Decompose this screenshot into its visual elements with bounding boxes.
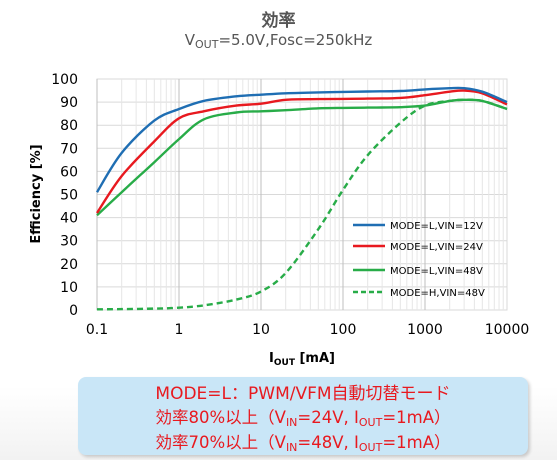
x-tick-label-0: 0.1 xyxy=(86,322,108,338)
mode-callout: MODE=L：PWM/VFM自動切替モード 効率80%以上（VIN=24V, I… xyxy=(78,377,528,455)
line3-c: =1mA） xyxy=(382,433,451,452)
x-axis-label: IOUT [mA] xyxy=(269,351,335,368)
x-tick-label-3: 100 xyxy=(330,322,357,338)
series-lines xyxy=(95,86,508,311)
y-axis-label: Efficiency [%] xyxy=(29,144,44,243)
line2-a: 効率80%以上（V xyxy=(155,408,286,427)
chart-title: 効率 xyxy=(261,11,296,31)
legend-label-1: MODE=L,VIN=24V xyxy=(390,242,483,253)
efficiency-chart: 0 10 20 30 40 50 60 70 80 90 100 0.1 1 10 100 1000 1000… xyxy=(29,72,529,368)
x-tick-label-1: 1 xyxy=(175,322,184,338)
line3-a-sub: IN xyxy=(285,441,298,454)
x-tick-label-2: 10 xyxy=(252,322,270,338)
line2-b: =24V, I xyxy=(297,408,359,427)
y-tick-label-4: 40 xyxy=(60,211,78,227)
line3-b-sub: OUT xyxy=(358,441,383,454)
x-tick-label-5: 10000 xyxy=(485,322,530,338)
x-axis-label-sub: OUT xyxy=(274,358,296,368)
line3-a: 効率70%以上（V xyxy=(155,433,286,452)
y-tick-label-10: 100 xyxy=(51,72,78,88)
y-tick-label-1: 10 xyxy=(60,280,78,296)
y-tick-label-3: 30 xyxy=(60,234,78,250)
x-axis-label-post: [mA] xyxy=(295,351,335,366)
callout-line2: 効率80%以上（VIN=24V, IOUT=1mA） xyxy=(78,404,528,429)
y-tick-label-0: 0 xyxy=(69,303,78,319)
y-tick-label-2: 20 xyxy=(60,257,78,273)
x-ticks: 0.1 1 10 100 1000 10000 xyxy=(86,322,529,338)
grid xyxy=(96,78,507,311)
subtitle-pre: V xyxy=(184,31,195,49)
y-tick-label-9: 90 xyxy=(60,95,78,111)
callout-line3: 効率70%以上（VIN=48V, IOUT=1mA） xyxy=(78,429,528,454)
series-line-2 xyxy=(96,98,508,217)
series-line-1 xyxy=(95,89,508,214)
series-line-0 xyxy=(95,86,508,193)
y-tick-label-5: 50 xyxy=(60,188,78,204)
x-tick-label-4: 1000 xyxy=(407,322,443,338)
y-ticks: 0 10 20 30 40 50 60 70 80 90 100 xyxy=(51,72,78,319)
y-tick-label-7: 70 xyxy=(60,141,78,157)
legend: MODE=L,VIN=12V MODE=L,VIN=24V MODE=L,VIN=4… xyxy=(353,221,485,299)
chart-subtitle: VOUT=5.0V,Fosc=250kHz xyxy=(0,31,557,51)
legend-label-3: MODE=H,VIN=48V xyxy=(390,288,485,299)
subtitle-sub: OUT xyxy=(195,38,219,51)
subtitle-post: =5.0V,Fosc=250kHz xyxy=(218,31,373,49)
legend-label-0: MODE=L,VIN=12V xyxy=(390,221,483,232)
line2-b-sub: OUT xyxy=(358,416,383,429)
series-line-3 xyxy=(96,98,508,311)
line2-c: =1mA） xyxy=(382,408,451,427)
x-axis-label-pre: I xyxy=(269,351,274,366)
y-tick-label-6: 60 xyxy=(60,164,78,180)
y-tick-label-8: 80 xyxy=(60,118,78,134)
line3-b: =48V, I xyxy=(297,433,359,452)
callout-line1: MODE=L：PWM/VFM自動切替モード xyxy=(155,384,451,404)
line2-a-sub: IN xyxy=(285,416,298,429)
legend-label-2: MODE=L,VIN=48V xyxy=(390,266,483,277)
